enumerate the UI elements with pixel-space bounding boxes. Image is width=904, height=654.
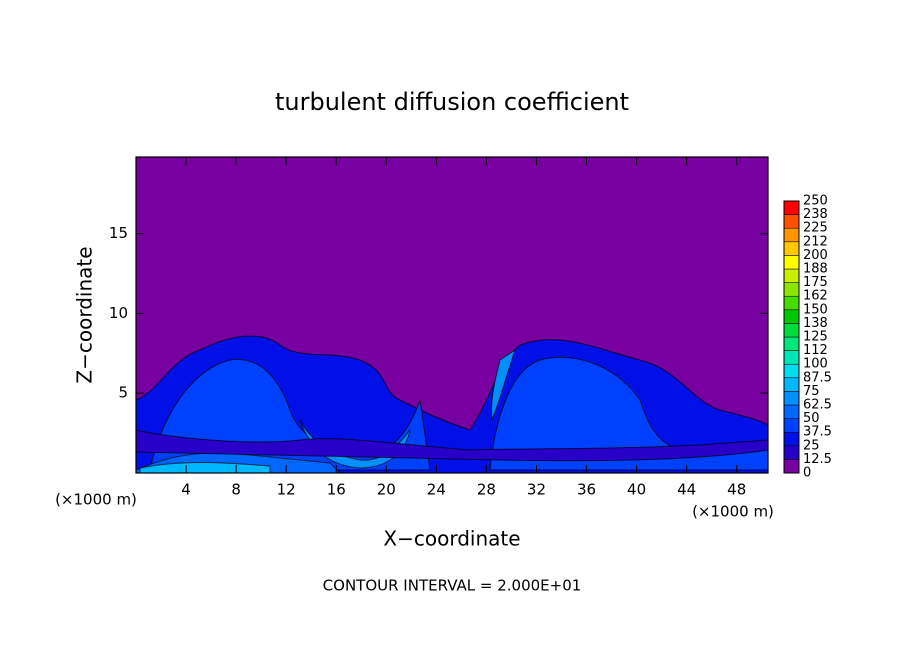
colorbar-band xyxy=(783,200,800,215)
x-unit-label: (×1000 m) xyxy=(55,491,137,509)
colorbar-label: 0 xyxy=(803,466,811,481)
x-tick-label: 4 xyxy=(181,481,191,499)
chart-title: turbulent diffusion coefficient xyxy=(275,88,629,116)
y-axis-label: Z−coordinate xyxy=(73,246,97,383)
colorbar-label: 62.5 xyxy=(803,398,832,413)
colorbar-label: 250 xyxy=(803,194,828,209)
x-tick-label: 8 xyxy=(231,481,241,499)
x-tick-label: 32 xyxy=(527,481,546,499)
colorbar-band xyxy=(783,377,800,392)
contour-region xyxy=(139,462,271,473)
colorbar-band xyxy=(783,459,800,474)
colorbar-band xyxy=(783,309,800,324)
colorbar-label: 50 xyxy=(803,411,820,426)
colorbar-band xyxy=(783,227,800,243)
x-unit-label: (×1000 m) xyxy=(692,503,774,521)
colorbar-band xyxy=(783,282,800,297)
colorbar-band xyxy=(783,445,800,460)
colorbar-label: 150 xyxy=(803,302,828,317)
colorbar-label: 25 xyxy=(803,438,820,453)
annotation: CONTOUR INTERVAL = 2.000E+01 xyxy=(323,577,582,595)
y-tick-label: 5 xyxy=(118,384,128,402)
colorbar-band xyxy=(783,323,800,338)
colorbar-band xyxy=(783,418,800,433)
colorbar-label: 112 xyxy=(803,343,828,358)
colorbar-band xyxy=(783,241,800,256)
colorbar-label: 87.5 xyxy=(803,370,832,385)
x-tick-label: 20 xyxy=(377,481,396,499)
x-tick-label: 16 xyxy=(327,481,346,499)
colorbar-band xyxy=(783,391,800,406)
colorbar-band xyxy=(783,255,800,270)
colorbar-label: 188 xyxy=(803,262,828,277)
contour-field xyxy=(136,157,768,473)
colorbar-label: 238 xyxy=(803,207,828,222)
colorbar-label: 200 xyxy=(803,248,828,263)
contour-region xyxy=(136,429,768,462)
colorbar-label: 175 xyxy=(803,275,828,290)
x-tick-label: 12 xyxy=(277,481,296,499)
x-tick-label: 40 xyxy=(627,481,646,499)
plot-frame xyxy=(135,156,769,474)
x-tick-label: 44 xyxy=(677,481,696,499)
colorbar-band xyxy=(783,350,800,365)
colorbar-band xyxy=(783,363,800,379)
colorbar-band xyxy=(783,214,800,229)
colorbar-frame xyxy=(783,200,800,474)
y-tick-label: 15 xyxy=(109,224,128,242)
contour-region xyxy=(491,348,516,421)
colorbar-label: 225 xyxy=(803,221,828,236)
colorbar-label: 100 xyxy=(803,357,828,372)
colorbar-label: 138 xyxy=(803,316,828,331)
colorbar-label: 12.5 xyxy=(803,452,832,467)
colorbar-label: 37.5 xyxy=(803,425,832,440)
x-tick-label: 36 xyxy=(577,481,596,499)
x-tick-label: 24 xyxy=(427,481,446,499)
x-axis-label: X−coordinate xyxy=(383,527,520,551)
colorbar-band xyxy=(783,336,800,351)
colorbar-label: 125 xyxy=(803,330,828,345)
x-tick-label: 28 xyxy=(477,481,496,499)
colorbar-band xyxy=(783,295,800,311)
colorbar-band xyxy=(783,431,800,447)
colorbar-label: 212 xyxy=(803,234,828,249)
colorbar-label: 162 xyxy=(803,289,828,304)
x-tick-label: 48 xyxy=(727,481,746,499)
colorbar-label: 75 xyxy=(803,384,820,399)
y-tick-label: 10 xyxy=(109,304,128,322)
colorbar-band xyxy=(783,268,800,283)
colorbar-band xyxy=(783,404,800,419)
